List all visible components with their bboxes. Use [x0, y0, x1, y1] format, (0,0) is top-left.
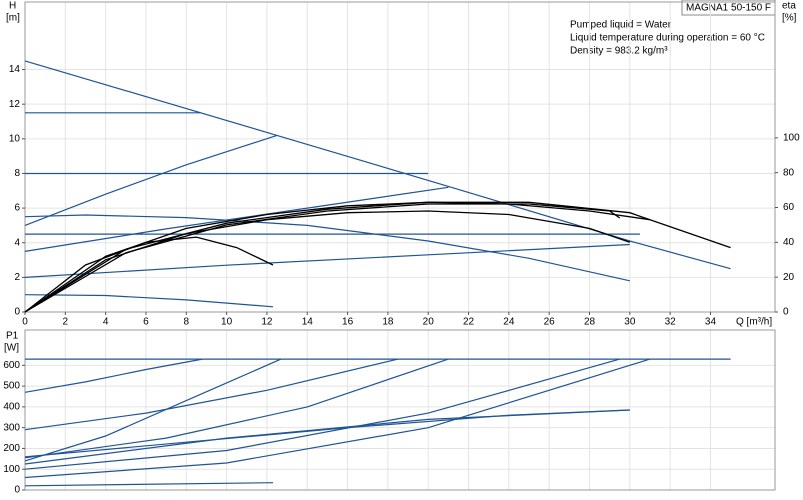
annotation: Pumped liquid = Water [570, 20, 672, 31]
x-tick-label: 2 [63, 317, 69, 328]
x-tick-label: 14 [302, 317, 314, 328]
curve [24, 186, 449, 252]
curve [24, 409, 630, 458]
x-tick-label: 26 [544, 317, 556, 328]
x-axis-label: Q [m³/h] [736, 317, 772, 328]
x-tick-label: 18 [382, 317, 394, 328]
curve [24, 482, 274, 487]
x-tick-label: 34 [705, 317, 717, 328]
x-tick-label: 28 [584, 317, 596, 328]
x-tick-label: 16 [342, 317, 354, 328]
curve [24, 60, 731, 270]
curve [24, 358, 620, 470]
y-tick-label: 100 [3, 464, 20, 475]
y2-tick-label: 0 [783, 307, 789, 318]
y-tick-label: 2 [14, 272, 20, 283]
y-tick-label: 200 [3, 443, 20, 454]
x-tick-label: 22 [463, 317, 475, 328]
x-tick-label: 32 [665, 317, 677, 328]
y-tick-label: 6 [14, 203, 20, 214]
x-tick-label: 30 [624, 317, 636, 328]
annotation: Density = 983.2 kg/m³ [570, 46, 668, 57]
curve [24, 358, 203, 393]
curve [24, 214, 630, 282]
y-tick-label: 10 [9, 133, 21, 144]
curve [24, 243, 630, 278]
x-tick-label: 6 [143, 317, 149, 328]
y-tick-label: 12 [9, 99, 21, 110]
x-tick-label: 12 [261, 317, 273, 328]
x-tick-label: 10 [221, 317, 233, 328]
curve [24, 358, 282, 462]
x-tick-label: 4 [103, 317, 109, 328]
plot-frame [24, 329, 776, 491]
x-tick-label: 24 [503, 317, 515, 328]
y2-axis-unit: [%] [782, 13, 797, 24]
x-tick-label: 0 [22, 317, 28, 328]
y-tick-label: 0 [14, 307, 20, 318]
y-axis-unit: [m] [6, 13, 20, 24]
y-tick-label: 500 [3, 381, 20, 392]
curve [24, 358, 651, 479]
y-tick-label: 300 [3, 422, 20, 433]
y-axis-label: H [9, 1, 16, 12]
y-tick-label: 0 [14, 485, 20, 496]
annotation: Liquid temperature during operation = 60… [570, 33, 765, 44]
plot-frame [24, 1, 776, 313]
efficiency-curve [24, 201, 731, 313]
y2-tick-label: 40 [783, 237, 795, 248]
efficiency-curve [24, 203, 621, 313]
y-tick-label: 600 [3, 360, 20, 371]
curve [24, 358, 399, 431]
y-tick-label: 4 [14, 237, 20, 248]
chart-title: MAGNA1 50-150 F [686, 3, 771, 14]
y2-tick-label: 60 [783, 202, 795, 213]
y2-tick-label: 80 [783, 167, 795, 178]
y-axis-label: P1 [6, 331, 19, 342]
y-tick-label: 400 [3, 402, 20, 413]
x-tick-label: 20 [423, 317, 435, 328]
y-tick-label: 8 [14, 168, 20, 179]
y2-tick-label: 100 [783, 132, 800, 143]
y2-axis-label: eta [782, 1, 796, 12]
y-tick-label: 14 [9, 64, 21, 75]
curve [24, 358, 449, 459]
x-tick-label: 8 [184, 317, 190, 328]
curve [24, 134, 278, 226]
y2-tick-label: 20 [783, 272, 795, 283]
curve [24, 294, 274, 308]
y-axis-unit: [W] [4, 343, 19, 354]
